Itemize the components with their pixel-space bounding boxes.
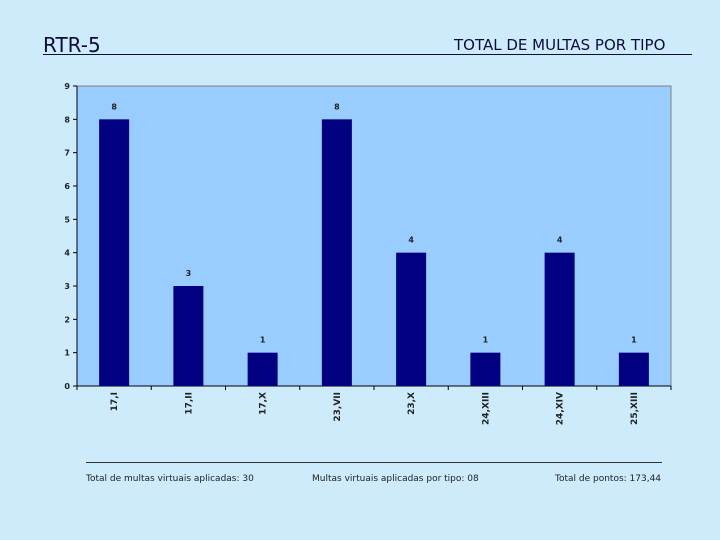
x-tick-label: 23,X xyxy=(407,392,417,415)
data-label: 3 xyxy=(186,269,192,278)
footer-total-points: Total de pontos: 173,44 xyxy=(555,474,662,484)
footer-divider xyxy=(86,462,662,463)
data-label: 8 xyxy=(334,102,340,111)
bar-24,XIV xyxy=(544,252,575,386)
y-tick-label: 8 xyxy=(64,115,70,124)
y-tick-label: 4 xyxy=(64,249,70,258)
data-label: 4 xyxy=(408,236,414,245)
data-label: 1 xyxy=(483,336,489,345)
x-tick-label: 24,XIV xyxy=(556,392,566,425)
footer-total-fines: Total de multas virtuais aplicadas: 30 xyxy=(86,474,254,484)
y-tick-label: 2 xyxy=(64,315,70,324)
y-tick-label: 3 xyxy=(64,282,70,291)
data-label: 1 xyxy=(260,336,266,345)
header-underline xyxy=(43,54,692,55)
x-tick-label: 17,II xyxy=(184,392,194,415)
data-label: 8 xyxy=(111,102,117,111)
data-label: 1 xyxy=(631,336,637,345)
header-code: RTR-5 xyxy=(43,33,101,57)
bar-24,XIII xyxy=(470,352,501,386)
page-title: TOTAL DE MULTAS POR TIPO xyxy=(454,36,666,54)
y-tick-label: 1 xyxy=(64,349,70,358)
bar-23,X xyxy=(396,252,427,386)
bar-17,II xyxy=(173,286,204,386)
bar-17,X xyxy=(247,352,278,386)
bars: 8 3 1 8 4 1 4 1 xyxy=(99,102,649,386)
y-tick-label: 9 xyxy=(64,82,70,91)
bar-23,VII xyxy=(321,119,352,386)
plot-area xyxy=(76,85,672,387)
bar-25,XIII xyxy=(618,352,649,386)
x-tick-label: 17,X xyxy=(259,392,269,415)
y-tick-label: 7 xyxy=(64,149,70,158)
x-tick-label: 17,I xyxy=(110,392,120,411)
footer-fines-per-type: Multas virtuais aplicadas por tipo: 08 xyxy=(312,474,479,484)
y-tick-label: 0 xyxy=(64,382,70,391)
data-label: 4 xyxy=(557,236,563,245)
x-tick-label: 23,VII xyxy=(333,392,343,422)
bar-17,I xyxy=(99,119,130,386)
y-tick-label: 5 xyxy=(64,215,70,224)
x-tick-label: 25,XIII xyxy=(630,392,640,425)
y-tick-label: 6 xyxy=(64,182,70,191)
x-tick-label: 24,XIII xyxy=(481,392,491,425)
